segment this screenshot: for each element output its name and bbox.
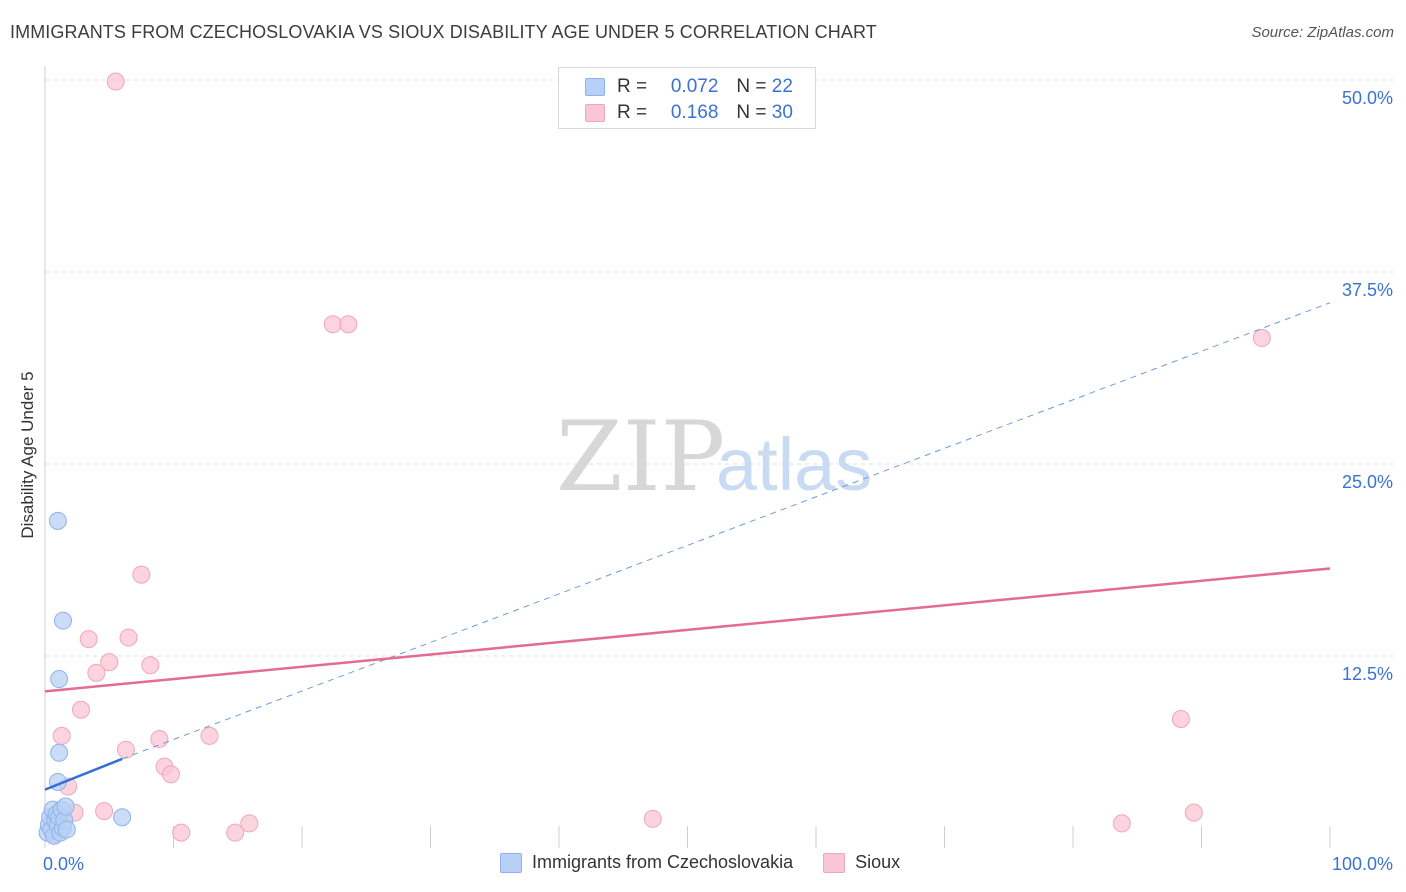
sioux-point	[1171, 709, 1190, 728]
sioux-point	[132, 565, 151, 584]
series-legend-sioux[interactable]: Sioux	[823, 852, 900, 873]
sioux-trend-line	[44, 567, 1331, 693]
series-swatch-pink	[823, 852, 846, 873]
sioux-point	[141, 656, 160, 675]
sioux-point	[161, 765, 180, 784]
sioux-points	[46, 71, 1271, 844]
watermark-zip: ZIP	[556, 401, 725, 513]
legend-row-czechoslovakia: R = 0.072 N = 22	[585, 74, 793, 100]
legend-swatch-pink	[585, 104, 605, 122]
sioux-point	[339, 315, 358, 334]
source-label: Source: ZipAtlas.com	[1251, 24, 1394, 41]
sioux-point	[1184, 803, 1203, 822]
czechoslovakia-trend-line	[44, 757, 123, 791]
sioux-point	[87, 663, 106, 682]
sioux-point	[226, 823, 245, 842]
x-tick-label: 0.0%	[43, 854, 84, 874]
chart-title: IMMIGRANTS FROM CZECHOSLOVAKIA VS SIOUX …	[10, 22, 877, 42]
watermark-atlas: atlas	[716, 423, 872, 506]
series-label: Immigrants from Czechoslovakia	[532, 852, 794, 872]
series-label: Sioux	[855, 852, 901, 872]
watermark: ZIP atlas	[556, 401, 872, 513]
legend-n-label: N =	[736, 102, 767, 123]
x-tick-label: 100.0%	[1332, 854, 1393, 874]
grid-layer	[45, 79, 1395, 657]
series-legend: Immigrants from Czechoslovakia Sioux	[500, 852, 930, 873]
legend-row-sioux: R = 0.168 N = 30	[585, 100, 793, 126]
correlation-legend: R = 0.072 N = 22 R = 0.168 N = 30	[558, 67, 816, 129]
sioux-point	[172, 823, 191, 842]
series-legend-czechoslovakia[interactable]: Immigrants from Czechoslovakia	[500, 852, 793, 873]
sioux-point	[119, 628, 138, 647]
czechoslovakia-point	[56, 797, 75, 816]
legend-n-label: N =	[736, 76, 767, 97]
legend-swatch-blue	[585, 78, 605, 96]
sioux-point	[643, 809, 662, 828]
czechoslovakia-point	[113, 808, 132, 827]
legend-r-label: R =	[617, 76, 648, 97]
sioux-point	[100, 653, 119, 672]
czechoslovakia-point	[57, 820, 76, 839]
y-tick-label: 25.0%	[1342, 472, 1393, 492]
czechoslovakia-points	[38, 511, 132, 845]
sioux-point	[1252, 329, 1271, 348]
czechoslovakia-point	[48, 511, 67, 530]
legend-n-value: 22	[771, 76, 793, 97]
sioux-point	[71, 700, 90, 719]
czechoslovakia-point	[50, 743, 69, 762]
sioux-point	[79, 630, 98, 649]
sioux-point	[150, 729, 169, 748]
axis-layer: 12.5% 25.0% 37.5% 50.0% 0.0% 100.0%	[43, 66, 1393, 874]
y-tick-label: 12.5%	[1342, 664, 1393, 684]
czechoslovakia-point	[53, 611, 72, 630]
series-swatch-blue	[500, 852, 522, 873]
trend-lines	[44, 302, 1331, 791]
legend-r-label: R =	[617, 102, 648, 123]
sioux-point	[240, 814, 259, 833]
legend-r-value: 0.072	[670, 76, 719, 97]
sioux-point	[106, 72, 125, 91]
sioux-point	[95, 802, 114, 821]
sioux-point	[200, 726, 219, 745]
y-tick-label: 50.0%	[1342, 88, 1393, 108]
legend-n-value: 30	[771, 102, 793, 123]
czechoslovakia-trend-extension	[121, 302, 1331, 760]
sioux-point	[116, 740, 135, 759]
y-tick-label: 37.5%	[1342, 280, 1393, 300]
legend-r-value: 0.168	[670, 102, 719, 123]
sioux-point	[1112, 814, 1131, 833]
czechoslovakia-point	[50, 670, 69, 689]
sioux-point	[52, 726, 71, 745]
sioux-point	[323, 315, 342, 334]
